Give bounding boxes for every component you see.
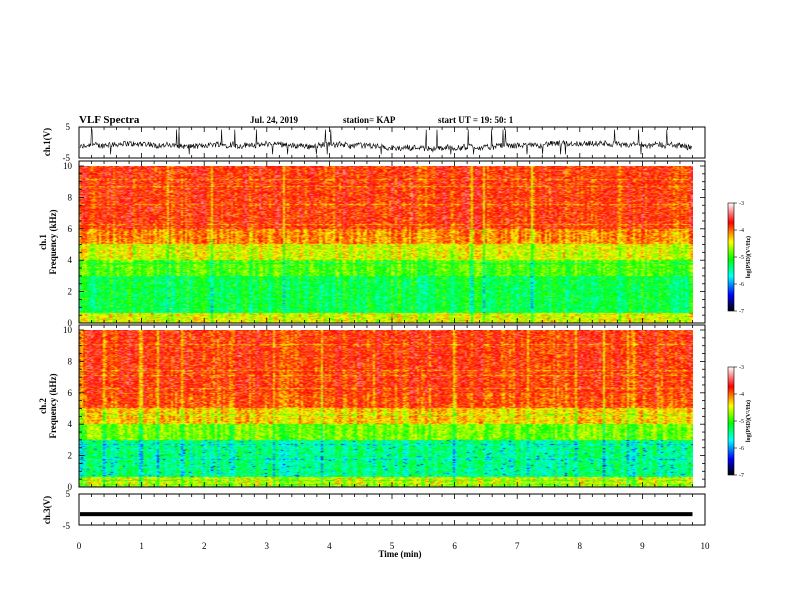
- colorbar-tick-label: -7: [739, 309, 744, 315]
- colorbar-tick-label: -3: [739, 201, 744, 207]
- y-tick-label: 6: [68, 224, 73, 234]
- ch1-colorbar: -3 -4 -5 -6 -7 log(PSD)(V²/Hz): [727, 201, 752, 315]
- ch3-waveform-path: [80, 512, 693, 517]
- y-tick-label: 10: [63, 161, 73, 171]
- y-tick-label: 8: [68, 356, 73, 366]
- ch1-spectrogram-ylabel: Frequency (kHz): [48, 209, 58, 274]
- ch1-spectrogram-panel: ch.1 Frequency (kHz) 0 2 4 6 8 10: [38, 160, 706, 328]
- station-label: station= KAP: [343, 115, 396, 125]
- y-tick-label: 6: [68, 388, 73, 398]
- ch1-colorbar-gradient: [727, 202, 735, 312]
- ch1-spectrogram-ylabel-top: ch.1: [38, 234, 48, 250]
- y-tick-label: 2: [68, 287, 73, 297]
- x-tick-label: 4: [327, 541, 332, 551]
- ch2-spectrogram-panel: ch.2 Frequency (kHz) 0 2 4 6 8 10: [38, 324, 706, 492]
- ch1-ytick-bottom: -5: [63, 153, 71, 163]
- x-tick-label: 8: [578, 541, 583, 551]
- x-tick-label: 10: [701, 541, 711, 551]
- colorbar-tick-label: -6: [739, 282, 744, 288]
- ch2-spectrogram-yticks: 0 2 4 6 8 10: [63, 325, 705, 492]
- ch3-waveform-ylabel: ch.3(V): [42, 496, 52, 524]
- time-axis-ticks: [78, 127, 706, 525]
- colorbar-tick-label: -4: [739, 228, 744, 234]
- ch3-waveform-line: [80, 512, 693, 517]
- date-label: Jul. 24, 2019: [250, 115, 299, 125]
- y-tick-label: 4: [68, 255, 73, 265]
- y-tick-label: 8: [68, 192, 73, 202]
- ch1-waveform-line: [79, 129, 693, 155]
- ch2-spectrogram-image: [79, 330, 693, 487]
- ch2-spectrogram-ylabel-top: ch.2: [38, 398, 48, 414]
- y-tick-label: 0: [68, 318, 73, 328]
- colorbar-tick-label: -6: [739, 446, 744, 452]
- x-tick-label: 9: [640, 541, 645, 551]
- ch1-waveform-ylabel: ch.1(V): [42, 128, 52, 156]
- ch1-waveform-path: [79, 129, 693, 155]
- ch3-ytick-bottom: -5: [63, 521, 71, 531]
- x-tick-label: 5: [390, 541, 395, 551]
- x-tick-label: 1: [139, 541, 144, 551]
- colorbar-tick-label: -5: [739, 419, 744, 425]
- ch2-colorbar: -3 -4 -5 -6 -7 log(PSD)(V²/Hz): [727, 365, 752, 479]
- y-tick-label: 4: [68, 419, 73, 429]
- ch2-spectrogram-ylabel: Frequency (kHz): [48, 373, 58, 438]
- x-tick-label: 0: [77, 541, 82, 551]
- time-axis-labels: 0 1 2 3 4 5 6 7 8 9 10: [77, 541, 710, 551]
- figure-title: VLF Spectra: [79, 114, 140, 126]
- y-tick-label: 2: [68, 451, 73, 461]
- time-axis-label: Time (min): [378, 549, 421, 559]
- y-tick-label: 10: [63, 325, 73, 335]
- colorbar-tick-label: -4: [739, 392, 744, 398]
- x-tick-label: 7: [515, 541, 520, 551]
- ch1-spectrogram-image: [79, 166, 693, 323]
- x-tick-label: 3: [265, 541, 270, 551]
- ch1-colorbar-ticks: -3 -4 -5 -6 -7: [734, 201, 744, 315]
- start-time-label: start UT = 19: 50: 1: [438, 115, 514, 125]
- ch2-colorbar-gradient: [727, 366, 735, 476]
- colorbar-tick-label: -5: [739, 255, 744, 261]
- ch1-ytick-top: 5: [66, 122, 71, 132]
- ch3-ytick-top: 5: [66, 489, 71, 499]
- colorbar-tick-label: -7: [739, 473, 744, 479]
- x-tick-label: 2: [202, 541, 207, 551]
- ch2-colorbar-label: log(PSD)(V²/Hz): [745, 400, 752, 442]
- ch1-colorbar-label: log(PSD)(V²/Hz): [745, 236, 752, 278]
- x-tick-label: 6: [452, 541, 457, 551]
- colorbar-tick-label: -3: [739, 365, 744, 371]
- ch2-colorbar-ticks: -3 -4 -5 -6 -7: [734, 365, 744, 479]
- y-tick-label: 0: [68, 482, 73, 492]
- ch1-spectrogram-yticks: 0 2 4 6 8 10: [63, 161, 705, 328]
